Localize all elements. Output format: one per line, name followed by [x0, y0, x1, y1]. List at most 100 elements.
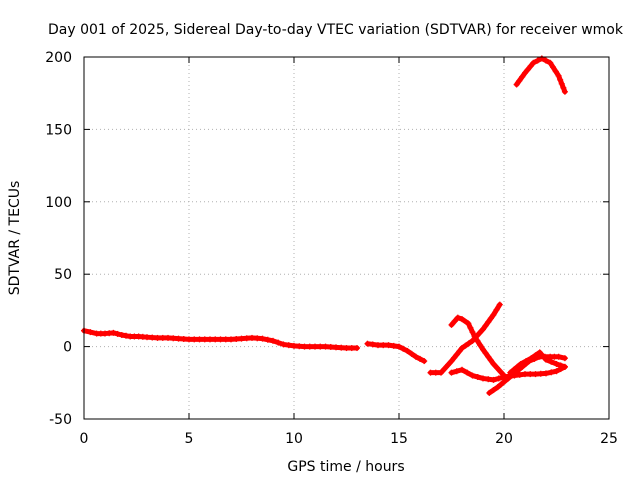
data-point [527, 371, 534, 378]
data-point [110, 329, 117, 336]
data-point [482, 350, 489, 357]
data-point [159, 334, 166, 341]
data-points [81, 55, 568, 396]
data-point [538, 55, 545, 62]
series-line [428, 302, 503, 376]
data-point [459, 345, 465, 352]
series-arc-a [428, 302, 503, 376]
data-point [280, 341, 287, 348]
data-point [524, 66, 531, 73]
data-point [519, 73, 526, 80]
data-point [264, 336, 271, 343]
data-point [459, 366, 465, 373]
data-point [537, 370, 544, 377]
data-point [548, 369, 555, 376]
data-point [558, 80, 565, 87]
data-point [482, 322, 489, 329]
data-point [417, 355, 423, 362]
data-point [154, 334, 161, 341]
data-point [547, 59, 554, 66]
data-point [523, 358, 530, 365]
data-point [469, 329, 476, 336]
data-point [516, 77, 523, 84]
data-point [462, 342, 469, 349]
data-point [561, 355, 568, 362]
series-line [514, 55, 568, 95]
data-point [312, 343, 318, 350]
data-point [412, 353, 419, 360]
data-point [451, 318, 458, 325]
data-point [441, 365, 448, 372]
data-point [149, 334, 156, 341]
data-point [543, 57, 549, 64]
y-tick-label: 0 [63, 340, 72, 356]
data-point [348, 345, 355, 352]
data-point [494, 384, 501, 391]
axis-ticks: 0 5 10 15 20 25 -50 0 50 100 150 200 [45, 50, 618, 447]
x-tick-label: 5 [185, 431, 194, 447]
y-tick-label: -50 [49, 412, 72, 428]
data-point [448, 321, 455, 328]
data-point [322, 343, 329, 350]
data-point [369, 341, 376, 348]
data-point [465, 320, 472, 327]
data-point [228, 336, 234, 343]
data-point [217, 336, 224, 343]
x-tick-label: 0 [80, 431, 89, 447]
data-point [259, 335, 266, 342]
data-point [548, 358, 555, 365]
data-point [317, 343, 324, 350]
data-point [454, 314, 461, 321]
data-point [118, 332, 125, 339]
data-point [534, 57, 541, 64]
data-point [448, 369, 455, 376]
x-tick-label: 25 [600, 431, 618, 447]
data-point [170, 335, 177, 342]
data-point [191, 336, 198, 343]
data-point [427, 369, 434, 376]
data-point [532, 371, 539, 378]
data-point [543, 370, 549, 377]
data-point [510, 366, 517, 373]
data-point [550, 64, 556, 71]
data-point [490, 311, 497, 318]
data-point [553, 360, 560, 367]
data-point [487, 357, 494, 364]
data-point [490, 360, 497, 367]
data-point [471, 333, 478, 340]
data-point [495, 375, 502, 382]
data-point [557, 76, 564, 83]
data-point [375, 342, 381, 349]
data-point [333, 344, 339, 351]
data-point [539, 353, 546, 360]
data-point [497, 368, 504, 375]
data-point [306, 343, 313, 350]
data-point [222, 336, 229, 343]
data-point [165, 334, 171, 341]
data-point [516, 371, 523, 378]
data-point [467, 324, 474, 331]
data-point [480, 346, 486, 353]
data-point [380, 342, 387, 349]
data-point [404, 347, 411, 354]
data-point [536, 349, 543, 356]
data-point [487, 315, 494, 322]
data-point [144, 334, 150, 341]
data-point [485, 376, 492, 383]
data-point [532, 352, 539, 359]
data-point [432, 369, 439, 376]
data-point [464, 369, 471, 376]
data-point [385, 342, 392, 349]
data-point [469, 372, 476, 379]
series-high-arc [514, 55, 568, 95]
data-point [456, 348, 463, 355]
data-point [114, 330, 121, 337]
data-point [505, 375, 512, 382]
data-point [296, 343, 303, 350]
data-point [552, 68, 559, 75]
x-tick-label: 10 [285, 431, 303, 447]
data-point [485, 353, 492, 360]
y-tick-label: 150 [45, 122, 72, 138]
data-point [528, 355, 535, 362]
